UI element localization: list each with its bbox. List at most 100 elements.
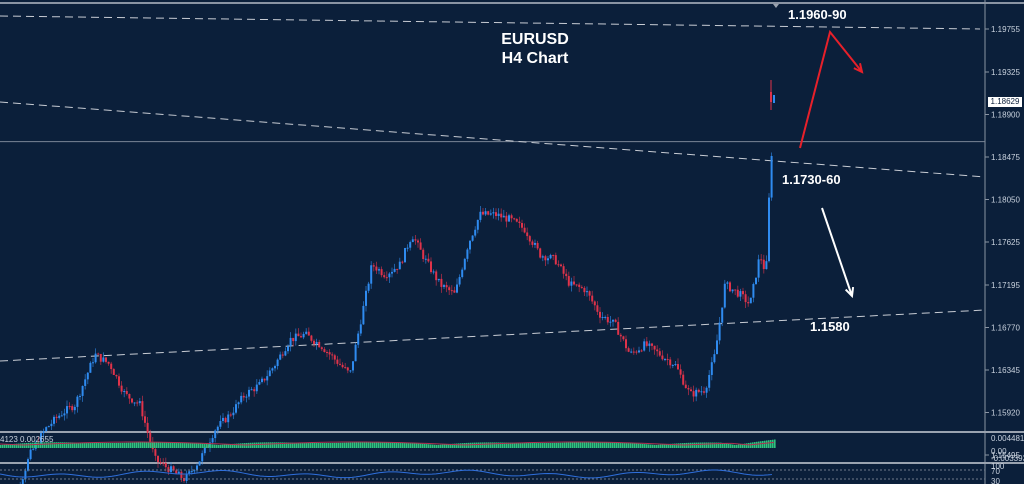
bull-candle	[726, 282, 729, 284]
bear-candle	[229, 414, 232, 416]
macd-histogram-bar	[758, 441, 760, 448]
bull-candle	[365, 290, 367, 306]
chart-title: EURUSD H4 Chart	[470, 30, 600, 68]
macd-histogram-bar	[396, 442, 398, 448]
macd-histogram-bar	[508, 442, 510, 448]
macd-histogram-bar	[532, 443, 534, 448]
macd-histogram-bar	[560, 442, 562, 448]
macd-histogram-bar	[484, 442, 486, 448]
bear-candle	[136, 402, 139, 404]
bear-candle	[396, 268, 399, 270]
y-tick-label: 1.19325	[991, 68, 1020, 77]
bear-candle	[97, 353, 100, 355]
bull-candle	[123, 390, 126, 392]
bull-candle	[456, 284, 458, 293]
macd-histogram-bar	[374, 442, 376, 448]
bull-candle	[367, 283, 370, 291]
bull-candle	[357, 333, 360, 345]
bear-candle	[560, 264, 562, 267]
bear-candle	[495, 212, 497, 216]
macd-histogram-bar	[576, 442, 578, 448]
bear-candle	[328, 352, 331, 355]
bull-candle	[648, 343, 651, 346]
macd-histogram-bar	[356, 442, 358, 448]
bull-candle	[73, 406, 76, 411]
macd-histogram-bar	[278, 442, 280, 448]
macd-histogram-bar	[736, 444, 738, 448]
bull-candle	[471, 235, 474, 241]
bear-candle	[627, 348, 630, 352]
macd-histogram-bar	[446, 444, 448, 448]
macd-histogram-bar	[430, 444, 432, 448]
macd-histogram-bar	[42, 442, 44, 448]
macd-histogram-bar	[580, 442, 582, 448]
macd-histogram-bar	[772, 439, 774, 448]
macd-histogram-bar	[120, 442, 122, 448]
bear-candle	[172, 466, 175, 471]
macd-histogram-bar	[766, 440, 768, 448]
macd-histogram-bar	[206, 443, 208, 448]
macd-histogram-bar	[720, 442, 722, 448]
macd-histogram-bar	[164, 442, 166, 448]
bull-candle	[541, 256, 544, 258]
bear-candle	[653, 345, 656, 350]
macd-histogram-bar	[630, 442, 632, 448]
macd-histogram-bar	[760, 441, 762, 448]
bull-candle	[76, 396, 79, 407]
macd-histogram-bar	[472, 442, 474, 448]
macd-histogram-bar	[314, 442, 316, 448]
macd-histogram-bar	[558, 442, 560, 448]
bear-candle	[729, 282, 731, 292]
bear-candle	[580, 286, 583, 288]
macd-histogram-bar	[242, 443, 244, 448]
macd-histogram-bar	[288, 442, 290, 448]
bear-candle	[565, 273, 568, 277]
bear-candle	[487, 211, 490, 215]
macd-histogram-bar	[340, 442, 342, 448]
macd-histogram-bar	[346, 442, 348, 448]
macd-histogram-bar	[764, 440, 766, 448]
bear-candle	[606, 316, 609, 323]
bull-candle	[232, 412, 235, 416]
macd-histogram-bar	[662, 444, 664, 448]
macd-histogram-bar	[716, 442, 718, 448]
macd-histogram-bar	[444, 444, 446, 448]
macd-histogram-bar	[58, 442, 60, 448]
macd-histogram-bar	[702, 442, 704, 448]
oscillator-tick-label: 30	[991, 477, 1000, 484]
bear-candle	[591, 295, 594, 302]
macd-histogram-bar	[538, 443, 540, 448]
bull-candle	[92, 362, 94, 364]
macd-histogram-bar	[174, 442, 176, 448]
macd-histogram-bar	[672, 443, 674, 448]
macd-histogram-bar	[414, 443, 416, 448]
macd-histogram-bar	[698, 442, 700, 448]
macd-histogram-bar	[432, 444, 434, 448]
macd-histogram-bar	[264, 442, 266, 448]
arrow-head-icon	[853, 63, 864, 74]
chart-title-symbol: EURUSD	[501, 31, 569, 48]
bear-candle	[684, 384, 687, 389]
bear-candle	[505, 215, 508, 222]
macd-histogram-bar	[704, 442, 706, 448]
macd-histogram-bar	[40, 442, 42, 448]
macd-histogram-bar	[410, 442, 412, 448]
macd-histogram-bar	[416, 443, 418, 448]
bear-candle	[422, 249, 425, 259]
macd-histogram-bar	[226, 444, 228, 448]
macd-histogram-bar	[48, 442, 50, 448]
macd-histogram-bar	[112, 442, 114, 448]
macd-histogram-bar	[620, 442, 622, 448]
chart-title-timeframe: H4 Chart	[501, 50, 569, 67]
macd-histogram-bar	[94, 442, 96, 448]
macd-histogram-bar	[194, 443, 196, 448]
macd-histogram-bar	[554, 442, 556, 448]
macd-histogram-bar	[404, 442, 406, 448]
bear-candle	[372, 265, 375, 267]
macd-histogram-bar	[686, 442, 688, 448]
arrow-head-icon	[844, 286, 855, 299]
bull-candle	[388, 273, 391, 278]
macd-histogram-bar	[80, 442, 82, 448]
